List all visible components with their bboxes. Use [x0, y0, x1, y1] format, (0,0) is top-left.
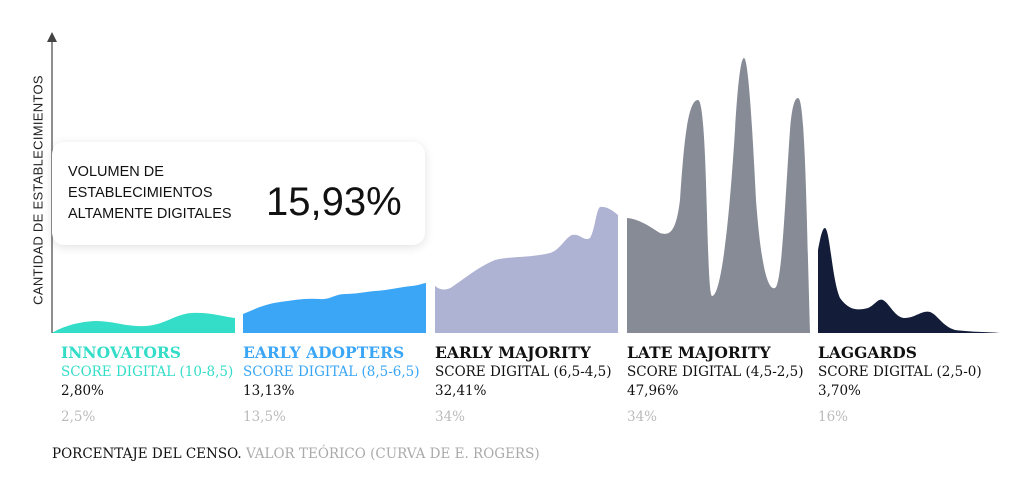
legend: PORCENTAJE DEL CENSO. VALOR TEÓRICO (CUR… [52, 446, 540, 462]
y-axis-label: CANTIDAD DE ESTABLECIMIENTOS [30, 75, 46, 305]
area-early-adopters [243, 283, 426, 333]
legend-census: PORCENTAJE DEL CENSO. [52, 446, 242, 462]
category-name: LAGGARDS [818, 343, 917, 362]
theoretical-pct: 34% [435, 409, 466, 425]
category-name: EARLY MAJORITY [435, 343, 591, 362]
census-pct: 3,70% [818, 383, 861, 399]
category-early-adopters: EARLY ADOPTERS SCORE DIGITAL (8,5-6,5) 1… [243, 343, 433, 426]
category-score: SCORE DIGITAL (2,5-0) [818, 364, 982, 380]
callout-label: VOLUMEN DE ESTABLECIMIENTOS ALTAMENTE DI… [68, 164, 232, 222]
category-late-majority: LATE MAJORITY SCORE DIGITAL (4,5-2,5) 47… [627, 343, 817, 426]
category-score: SCORE DIGITAL (4,5-2,5) [627, 364, 804, 380]
census-pct: 32,41% [435, 383, 487, 399]
category-laggards: LAGGARDS SCORE DIGITAL (2,5-0) 3,70% 16% [818, 343, 1008, 426]
theoretical-pct: 2,5% [61, 409, 96, 425]
callout-value: 15,93% [266, 180, 402, 224]
category-score: SCORE DIGITAL (8,5-6,5) [243, 364, 420, 380]
area-laggards [818, 228, 1000, 333]
y-axis-arrow-icon [47, 32, 57, 42]
area-late-majority [627, 58, 810, 333]
theoretical-pct: 13,5% [243, 409, 286, 425]
category-score: SCORE DIGITAL (10-8,5) [61, 364, 234, 380]
theoretical-pct: 16% [818, 409, 849, 425]
category-early-majority: EARLY MAJORITY SCORE DIGITAL (6,5-4,5) 3… [435, 343, 625, 426]
category-innovators: INNOVATORS SCORE DIGITAL (10-8,5) 2,80% … [61, 343, 251, 426]
census-pct: 13,13% [243, 383, 295, 399]
digital-volume-callout: VOLUMEN DE ESTABLECIMIENTOS ALTAMENTE DI… [52, 142, 425, 245]
census-pct: 2,80% [61, 383, 104, 399]
category-name: LATE MAJORITY [627, 343, 771, 362]
legend-theoretical: VALOR TEÓRICO (CURVA DE E. ROGERS) [245, 446, 540, 462]
census-pct: 47,96% [627, 383, 679, 399]
category-name: EARLY ADOPTERS [243, 343, 405, 362]
area-innovators [52, 312, 235, 333]
theoretical-pct: 34% [627, 409, 658, 425]
category-score: SCORE DIGITAL (6,5-4,5) [435, 364, 612, 380]
category-name: INNOVATORS [61, 343, 181, 362]
area-early-majority [435, 206, 618, 333]
